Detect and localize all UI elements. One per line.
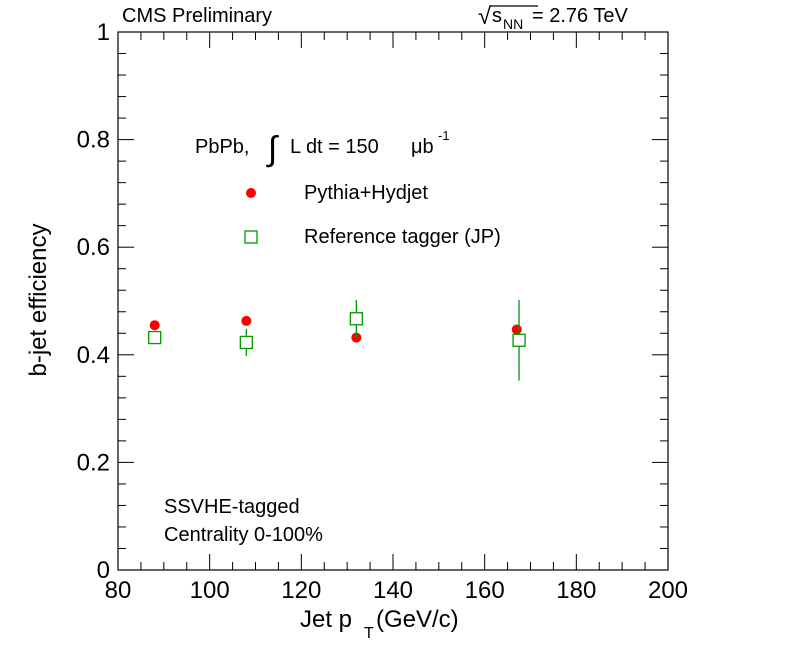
y-tick-label: 0.2: [77, 449, 110, 476]
y-tick-label: 0.6: [77, 234, 110, 261]
x-axis-label-rest: (GeV/c): [376, 606, 459, 633]
data-point: [149, 320, 160, 331]
x-axis-ticks: 80 100 120 140 160 180 200: [105, 32, 688, 604]
y-axis-ticks: 0 0.2 0.4 0.6 0.8 1: [77, 19, 668, 584]
legend-label-series-1: Pythia+Hydjet: [304, 182, 428, 204]
y-tick-label: 0: [97, 557, 110, 584]
data-point: [349, 312, 363, 326]
lumi-system: PbPb,: [195, 136, 249, 158]
y-tick-label: 0.8: [77, 127, 110, 154]
annotation-centrality: Centrality 0-100%: [164, 524, 323, 546]
y-tick-label: 1: [97, 19, 110, 46]
lumi-label: PbPb, ∫ L dt = 150 μb -1: [195, 128, 450, 168]
series-1: [149, 315, 522, 343]
x-axis-label-sub: T: [364, 625, 374, 642]
lumi-exp: -1: [438, 128, 450, 143]
x-tick-label: 160: [465, 577, 505, 604]
plot-border: [117, 31, 669, 571]
x-tick-label: 80: [105, 577, 132, 604]
x-axis-label: Jet p T (GeV/c): [300, 606, 459, 642]
header-rest: = 2.76 TeV: [532, 5, 628, 27]
data-point: [511, 324, 522, 335]
x-tick-label: 120: [281, 577, 321, 604]
series-2: [148, 299, 526, 381]
lumi-text: L dt = 150: [290, 136, 379, 158]
data-series: [148, 299, 526, 381]
x-tick-label: 100: [190, 577, 230, 604]
x-tick-label: 180: [556, 577, 596, 604]
x-tick-label: 200: [648, 577, 688, 604]
legend-label-series-2: Reference tagger (JP): [304, 226, 501, 248]
legend: Pythia+Hydjet Reference tagger (JP): [244, 182, 501, 248]
legend-marker-series-1: [246, 188, 256, 198]
annotation-tag: SSVHE-tagged: [164, 496, 300, 518]
x-tick-label: 140: [373, 577, 413, 604]
lumi-unit: μb: [411, 136, 434, 158]
header-right: √ s NN = 2.76 TeV: [478, 3, 628, 32]
sqrt-sign: √: [478, 3, 492, 30]
legend-marker-series-2: [244, 230, 258, 244]
x-axis-label-main: Jet p: [300, 606, 352, 633]
header-left: CMS Preliminary: [122, 5, 272, 27]
header-sub: NN: [503, 16, 523, 32]
data-point: [239, 335, 253, 350]
data-point: [148, 330, 162, 345]
data-point: [512, 333, 526, 347]
header-s: s: [492, 5, 502, 27]
y-axis-label: b-jet efficiency: [25, 224, 52, 377]
y-tick-label: 0.4: [77, 342, 110, 369]
plot-frame: [117, 31, 669, 571]
data-point: [241, 315, 252, 326]
lumi-integral: ∫: [266, 130, 279, 168]
